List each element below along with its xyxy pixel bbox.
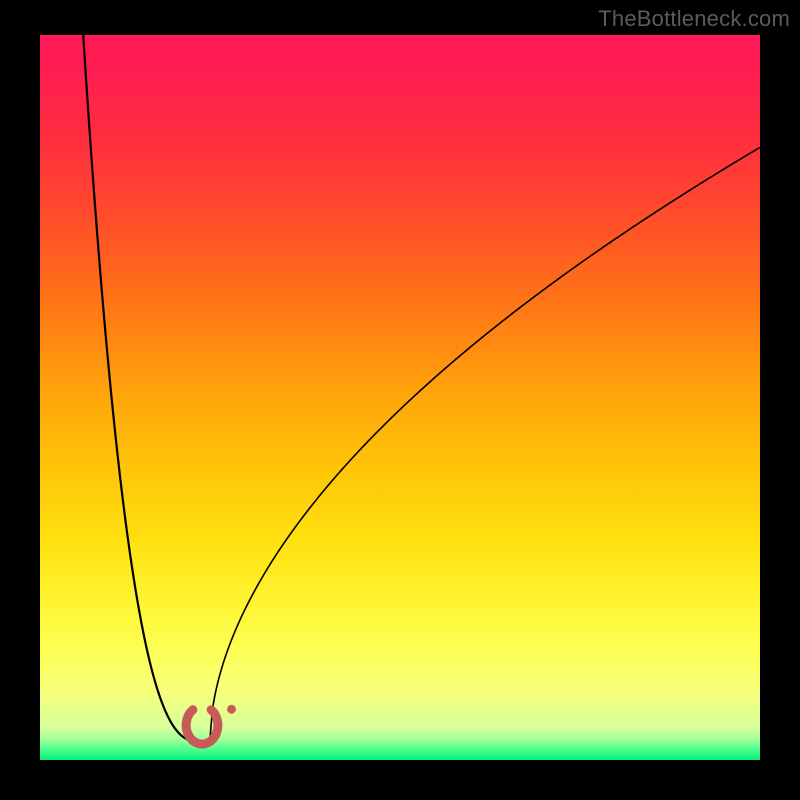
- marker-dot: [227, 705, 236, 714]
- chart-stage: TheBottleneck.com: [0, 0, 800, 800]
- watermark-text: TheBottleneck.com: [598, 6, 790, 32]
- bottleneck-chart: [0, 0, 800, 800]
